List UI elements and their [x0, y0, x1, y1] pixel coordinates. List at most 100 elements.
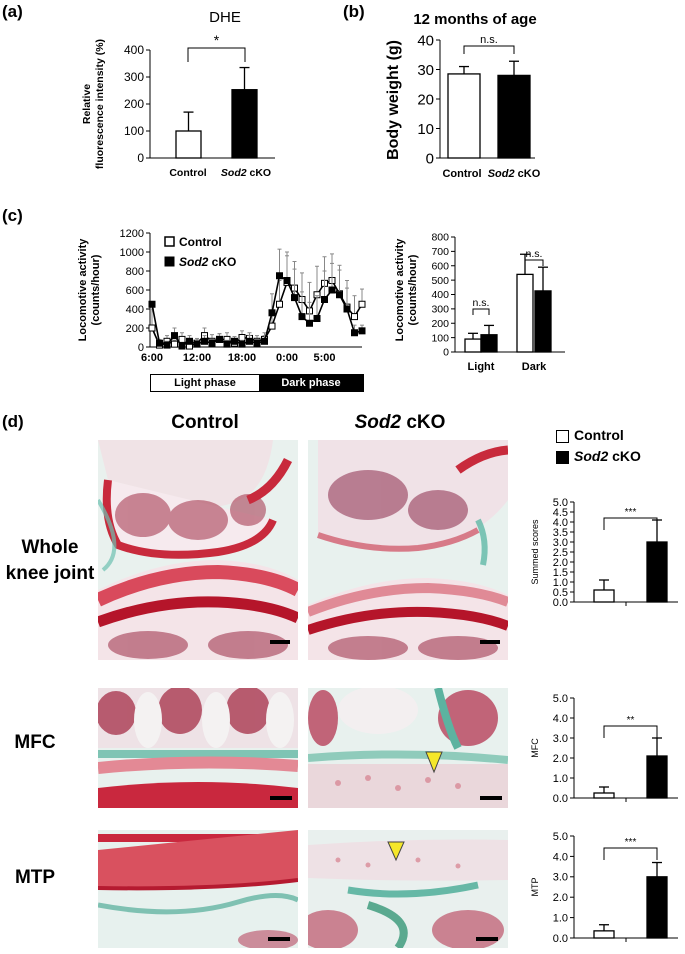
col-header-cko: Sod2 cKO [354, 412, 446, 433]
data-point [298, 313, 306, 321]
y-tick-label: 2.0 [553, 557, 568, 569]
micrograph-control-knee [98, 440, 298, 660]
y-tick-label: 3.0 [553, 733, 568, 745]
y-tick-label: 0.0 [553, 793, 568, 805]
data-point [223, 340, 231, 348]
data-point [178, 335, 186, 343]
chart-summed-scores: 0.00.51.01.52.02.53.03.54.04.55.0 *** Summ… [530, 497, 678, 609]
legend-label-control: Control [179, 235, 222, 249]
significance-label: n.s. [473, 297, 490, 309]
y-tick-label: 600 [431, 260, 449, 272]
panel-label-b: (b) [343, 2, 365, 21]
significance-label: *** [625, 507, 637, 518]
col-header-control: Control [171, 412, 239, 433]
y-tick-label: 0 [138, 342, 144, 354]
data-point [208, 339, 216, 347]
row-label-whole-knee: Whole knee joint [5, 537, 95, 584]
y-tick-label: 700 [431, 246, 449, 258]
significance-bracket [463, 45, 515, 54]
y-tick-label: 5.0 [553, 693, 568, 705]
bar [593, 589, 615, 603]
bar [175, 130, 202, 159]
data-point [178, 342, 186, 350]
y-tick-label: 10 [417, 121, 434, 138]
legend-marker-control [164, 236, 175, 247]
y-tick-label: 400 [431, 289, 449, 301]
significance-label: ** [627, 715, 635, 726]
data-point [171, 332, 178, 340]
x-tick-label: Control [442, 168, 481, 180]
y-tick-label: 1.0 [553, 912, 568, 924]
chart-mfc-score: 0.0 1.0 2.0 3.0 4.0 5.0 ** MFC [530, 693, 678, 805]
x-tick-label: Light [468, 361, 495, 373]
y-tick-label: 100 [431, 332, 449, 344]
y-tick-label: 200 [126, 323, 144, 335]
y-tick-label: 1.0 [553, 577, 568, 589]
chart-body-weight: 12 months of age 0 10 20 30 40 n.s. Control Sod2… [385, 11, 541, 180]
micrograph-control-mtp [98, 830, 298, 948]
bar [646, 541, 668, 603]
data-point [193, 340, 201, 348]
y-axis-label: Relativefluorescence intensity (%) [81, 39, 106, 169]
y-axis-label: Body weight (g) [385, 40, 402, 160]
data-point [201, 337, 208, 345]
y-tick-label: 4.0 [553, 851, 568, 863]
x-tick-label: 6:00 [141, 352, 163, 364]
chart-dhe: DHE 0 100 200 300 400 * Control Sod2 cKO Relative… [81, 9, 275, 179]
row-label-mfc: MFC [14, 732, 56, 753]
data-point [171, 340, 178, 348]
significance-bracket [187, 47, 246, 62]
y-axis-label: MTP [530, 878, 540, 897]
y-tick-label: 200 [431, 318, 449, 330]
chart-locomotive-time: 0 200 400 600 800 1000 1200 6:00 12:00 18:00 0:00 5… [77, 228, 366, 364]
panel-label-a: (a) [2, 2, 23, 21]
y-tick-label: 3.0 [553, 872, 568, 884]
data-point [283, 277, 291, 284]
data-point [156, 339, 163, 347]
data-point [216, 335, 223, 343]
data-point [246, 337, 253, 345]
data-point [351, 313, 358, 321]
data-point [336, 291, 343, 299]
chart-title: DHE [209, 9, 241, 26]
y-tick-label: 0 [443, 347, 449, 359]
x-tick-label: 5:00 [313, 352, 335, 364]
x-tick-label: Sod2 cKO [488, 168, 541, 180]
data-point [321, 296, 328, 303]
data-point [148, 324, 156, 332]
x-tick-label: Dark [522, 361, 547, 373]
phase-bar: Light phase Dark phase [150, 374, 364, 392]
data-point [351, 329, 358, 337]
y-axis-label: Locomotive activity(counts/hour) [77, 238, 102, 342]
data-point [238, 334, 246, 341]
data-point [163, 341, 171, 349]
y-tick-label: 3.5 [553, 527, 568, 539]
bar [593, 930, 615, 939]
y-tick-label: 0 [137, 151, 144, 165]
data-point [268, 309, 276, 317]
y-tick-label: 1200 [120, 228, 144, 240]
y-axis-label: MFC [530, 738, 540, 758]
y-tick-label: 0.5 [553, 587, 568, 599]
chart-title: 12 months of age [413, 11, 536, 28]
y-tick-label: 40 [417, 32, 434, 49]
x-tick-label: Sod2 cKO [221, 167, 271, 179]
y-tick-label: 0.0 [553, 597, 568, 609]
significance-bracket [603, 517, 658, 530]
data-point [238, 340, 246, 348]
y-tick-label: 0.0 [553, 933, 568, 945]
y-tick-label: 4.0 [553, 517, 568, 529]
data-point [261, 337, 268, 345]
data-point [186, 337, 193, 345]
bar [534, 290, 552, 353]
y-tick-label: 400 [124, 43, 144, 57]
light-phase: Light phase [151, 375, 259, 391]
bar [646, 755, 668, 799]
bar [231, 89, 258, 159]
data-point [268, 322, 276, 330]
y-tick-label: 5.0 [553, 497, 568, 509]
significance-label: n.s. [480, 34, 498, 46]
significance-label: * [214, 32, 220, 48]
significance-bracket [603, 725, 658, 738]
x-tick-label: 12:00 [183, 352, 211, 364]
